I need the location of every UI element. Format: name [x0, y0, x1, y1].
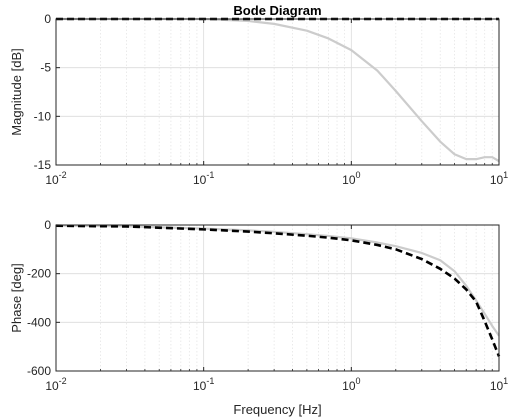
- y-tick-label: -5: [40, 61, 51, 75]
- plot-area: [56, 19, 499, 165]
- series-line-1: [56, 17, 500, 163]
- y-tick-label: 0: [44, 12, 51, 26]
- x-tick-label: 101: [490, 376, 508, 393]
- x-tick-label: 101: [490, 170, 508, 187]
- x-tick-label: 10-2: [45, 170, 66, 187]
- plot-area: [56, 225, 499, 371]
- panel-1: 10-2 10-1 100 101 0 -5 -10 -15 Magnitude [dB] Bod…: [9, 3, 508, 187]
- y-axis-label: Phase [deg]: [9, 263, 24, 332]
- x-axis-label: Frequency [Hz]: [233, 402, 321, 417]
- y-tick-label: 0: [44, 218, 51, 232]
- y-tick-label: -400: [27, 315, 51, 329]
- series-line-2: [55, 224, 501, 357]
- y-tick-label: -10: [34, 109, 52, 123]
- axes-box: [55, 18, 500, 166]
- y-tick-label: -200: [27, 267, 51, 281]
- x-tick-label: 10-2: [45, 376, 66, 393]
- axes-box: [55, 224, 500, 372]
- chart-title: Bode Diagram: [233, 3, 321, 18]
- y-tick-label: -15: [34, 158, 52, 172]
- x-tick-label: 100: [342, 170, 360, 187]
- y-tick-label: -600: [27, 364, 51, 378]
- x-tick-label: 10-1: [193, 376, 214, 393]
- x-tick-label: 100: [342, 376, 360, 393]
- y-axis-label: Magnitude [dB]: [9, 48, 24, 135]
- x-tick-label: 10-1: [193, 170, 214, 187]
- panel-2: 10-2 10-1 100 101 0 -200 -400 -600 Phase [deg] Fr…: [9, 218, 508, 417]
